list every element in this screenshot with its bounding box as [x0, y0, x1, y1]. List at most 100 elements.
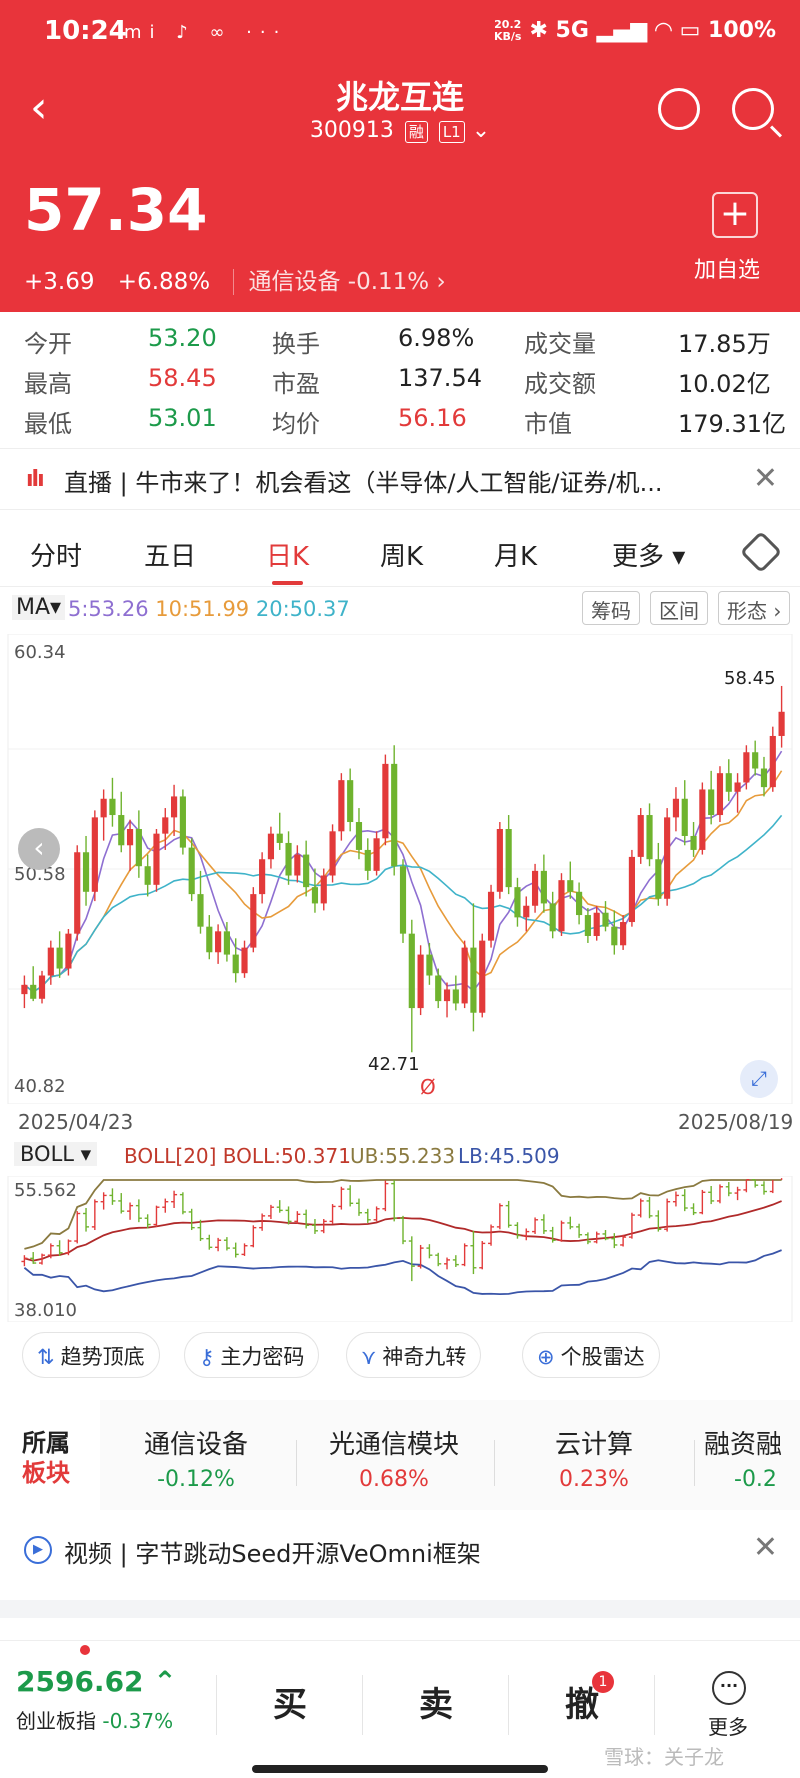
close-icon[interactable]: ✕	[752, 461, 778, 496]
candle-body	[144, 866, 151, 885]
stat-value: 179.31亿	[678, 410, 786, 438]
trend-top-bottom-button[interactable]: ⇅ 趋势顶底	[22, 1332, 160, 1378]
low-marker: 42.71	[368, 1054, 420, 1075]
candle-body	[408, 933, 415, 1009]
candle-body	[487, 891, 495, 941]
live-banner[interactable]: ılı 直播 | 牛市来了！机会看这（半导体/人工智能/证券/机... ✕	[0, 448, 800, 510]
magic-nine-button[interactable]: ⋎ 神奇九转	[346, 1332, 482, 1378]
cancel-order-button[interactable]: 撤	[565, 1685, 599, 1725]
candle-body	[47, 947, 54, 976]
candle-body	[355, 822, 363, 850]
sector-item[interactable]: 通信设备 -0.12%	[106, 1424, 286, 1492]
tab-intraday[interactable]: 分时	[30, 542, 83, 572]
candle-body	[250, 894, 257, 948]
candle-body	[197, 894, 204, 927]
candle-body	[496, 828, 503, 892]
stat-value: 56.16	[398, 404, 467, 432]
stat-label: 成交额	[524, 370, 596, 398]
divider	[362, 1675, 363, 1735]
main-force-label: 主力密码	[220, 1345, 305, 1369]
sectors-heading-2: 板块	[22, 1459, 70, 1487]
candle-body	[514, 887, 521, 918]
stock-header: 10:24 mi ♪ ∞ ··· 20.2 KB/s ✱ 5G ▂▄▆ ◠ ▭ 1…	[0, 0, 800, 312]
chevron-left-icon[interactable]: ‹	[18, 828, 60, 870]
index-value[interactable]: 2596.62 ⌃	[16, 1665, 177, 1698]
divider	[508, 1675, 509, 1735]
range-button[interactable]: 区间	[650, 591, 708, 625]
boll-lower-line	[23, 1249, 782, 1295]
expand-icon[interactable]: ⤢	[740, 1060, 778, 1098]
ma-selector[interactable]: MA▾	[12, 595, 66, 620]
buy-button[interactable]: 买	[273, 1685, 307, 1725]
stock-radar-button[interactable]: ⊕ 个股雷达	[522, 1332, 660, 1378]
pattern-button[interactable]: 形态 ›	[718, 591, 791, 625]
sector-item[interactable]: 光通信模块 0.68%	[304, 1424, 484, 1492]
related-sectors: 所属 板块 通信设备 -0.12% 光通信模块 0.68% 云计算 0.23% …	[0, 1400, 800, 1510]
stock-code-row[interactable]: 300913 融 L1 ⌄	[0, 118, 800, 143]
candle-body	[170, 796, 178, 818]
stat-value: 137.54	[398, 364, 482, 392]
candle-body	[188, 847, 195, 895]
more-label[interactable]: 更多	[708, 1715, 748, 1739]
live-icon: ılı	[26, 467, 45, 492]
sell-button[interactable]: 卖	[419, 1685, 453, 1725]
main-force-button[interactable]: ⚷ 主力密码	[184, 1332, 320, 1378]
candle-body	[391, 763, 398, 867]
close-icon[interactable]: ✕	[752, 1530, 778, 1565]
ma5-value: 5:53.26	[68, 597, 149, 621]
more-icon[interactable]: ···	[712, 1671, 746, 1705]
candle-body	[760, 768, 768, 788]
tab-weekly-k[interactable]: 周K	[380, 542, 424, 572]
add-watchlist-label[interactable]: 加自选	[694, 258, 761, 283]
tab-monthly-k[interactable]: 月K	[494, 542, 538, 572]
stat-value: 53.20	[148, 324, 217, 352]
candle-body	[725, 773, 732, 792]
status-time: 10:24	[44, 16, 127, 46]
tab-more[interactable]: 更多 ▾	[612, 542, 686, 572]
candle-body	[347, 780, 354, 823]
candle-body	[743, 752, 750, 783]
candle-body	[567, 880, 574, 892]
tab-daily-k[interactable]: 日K	[266, 536, 309, 585]
back-icon[interactable]: ‹	[30, 82, 48, 133]
sector-item[interactable]: 云计算 0.23%	[504, 1424, 684, 1492]
candle-body	[373, 838, 380, 871]
sector-item[interactable]: 融资融 -0.2	[704, 1424, 800, 1492]
boll-chart[interactable]: 55.562 38.010	[0, 1176, 800, 1322]
search-icon[interactable]	[732, 88, 774, 130]
boll-selector[interactable]: BOLL ▾	[14, 1142, 98, 1166]
candle-body	[56, 947, 63, 969]
stat-value: 53.01	[148, 404, 217, 432]
sectors-heading-1: 所属	[22, 1429, 70, 1457]
video-banner[interactable]: ▶ 视频 | 字节跳动Seed开源VeOmni框架 ✕	[0, 1520, 800, 1580]
sectors-heading: 所属 板块	[22, 1428, 70, 1488]
sector-link[interactable]: 通信设备 -0.11% ›	[233, 269, 446, 295]
divider	[494, 1440, 495, 1486]
candle-body	[584, 915, 591, 936]
boll-upper-line	[24, 1179, 782, 1250]
index-name-row[interactable]: 创业板指 -0.37%	[16, 1705, 173, 1734]
candle-body	[82, 852, 90, 892]
divider	[216, 1675, 217, 1735]
add-watchlist-button[interactable]: +	[712, 192, 758, 238]
refresh-icon[interactable]	[658, 88, 700, 130]
chips-button[interactable]: 筹码	[582, 591, 640, 625]
candle-body	[672, 798, 680, 818]
candle-body	[443, 989, 451, 1002]
candle-body	[778, 711, 785, 736]
candle-body	[716, 773, 724, 816]
kline-chart[interactable]: 60.34 50.58 40.82 58.45 42.71 Ø	[0, 634, 800, 1104]
candle-body	[179, 796, 186, 848]
candle-body	[215, 931, 222, 953]
radar-icon: ⊕	[537, 1345, 555, 1369]
candle-body	[206, 926, 213, 953]
margin-tag: 融	[404, 121, 428, 143]
candle-body	[470, 947, 477, 1013]
tab-five-day[interactable]: 五日	[144, 542, 197, 572]
candle-body	[285, 842, 292, 876]
candle-body	[769, 735, 776, 788]
nine-turn-icon: ⋎	[361, 1345, 377, 1369]
candle-body	[558, 880, 565, 932]
stock-radar-label: 个股雷达	[560, 1345, 645, 1369]
status-right: 20.2 KB/s ✱ 5G ▂▄▆ ◠ ▭ 100%	[494, 18, 776, 43]
